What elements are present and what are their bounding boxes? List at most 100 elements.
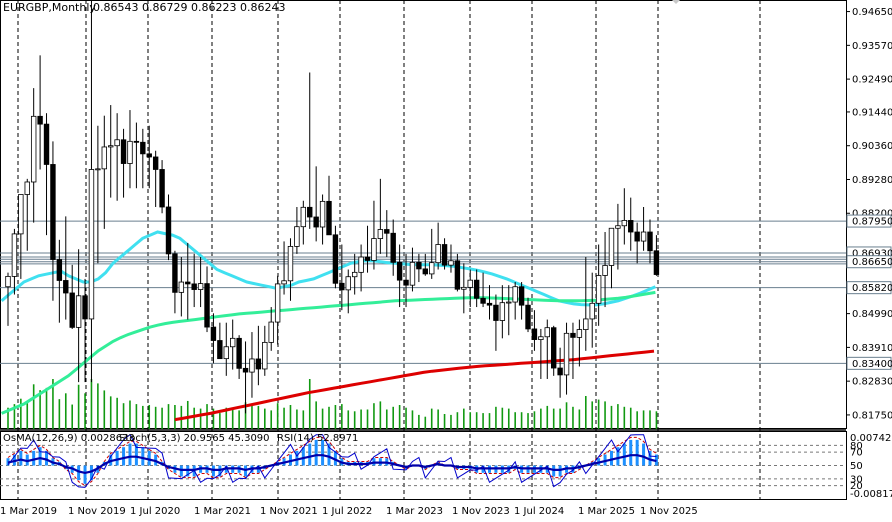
candle-body xyxy=(159,169,165,208)
candle-body xyxy=(262,341,268,370)
candle-body xyxy=(300,206,307,228)
main-pane-frame xyxy=(0,0,847,429)
level-label: 0.86650 xyxy=(852,257,892,268)
candle-body xyxy=(525,304,531,330)
candle-body xyxy=(249,358,255,373)
price-tick-label: 0.89280 xyxy=(852,175,892,186)
volume-bars xyxy=(7,379,658,429)
level-label: 0.83400 xyxy=(852,359,892,370)
candle-body xyxy=(473,279,480,299)
ma-fast-line xyxy=(0,230,656,307)
time-label: 1 Jul 2022 xyxy=(322,506,372,517)
candle-body xyxy=(152,156,159,170)
candle-body xyxy=(82,295,88,320)
candle-body xyxy=(506,301,512,304)
candle-body xyxy=(512,286,518,303)
candle-body xyxy=(69,292,75,328)
candle-body xyxy=(602,265,608,276)
time-label: 1 Mar 2019 xyxy=(0,506,57,517)
candle-body xyxy=(538,336,544,340)
candle-body xyxy=(409,261,416,286)
osc-level-label: 20 xyxy=(850,481,863,492)
rsi-line xyxy=(7,454,657,475)
price-tick-label: 0.90360 xyxy=(852,141,892,152)
price-tick-label: 0.91440 xyxy=(852,107,892,118)
time-label: 1 Jul 2024 xyxy=(514,506,564,517)
stoch-signal-line xyxy=(7,436,657,487)
level-label-box xyxy=(846,255,892,269)
candle-body xyxy=(358,256,364,273)
candle-body xyxy=(281,280,287,285)
time-axis: 1 Mar 2019 1 Nov 2019 1 Jul 2020 1 Mar 2021… xyxy=(0,506,698,517)
price-tick-label: 0.94650 xyxy=(852,7,892,18)
candle-body xyxy=(396,261,403,281)
candle-body xyxy=(531,328,538,340)
candle-body xyxy=(5,276,11,288)
candle-body xyxy=(313,216,319,228)
candle-body xyxy=(63,280,69,294)
candle-body xyxy=(364,256,371,261)
stoch-label: Stoch(5,3,3) 20.9565 45.3090 xyxy=(119,433,270,444)
candle-body xyxy=(563,332,570,376)
candle-body xyxy=(37,115,43,125)
price-axis: 0.94650 0.93570 0.92490 0.91440 0.90360 0.892… xyxy=(846,7,892,500)
chart-shift-marker[interactable] xyxy=(672,0,680,4)
candle-body xyxy=(120,139,127,164)
price-tick-label: 0.92490 xyxy=(852,75,892,86)
candle-body xyxy=(628,220,634,233)
candle-body xyxy=(204,283,210,328)
osc-level-label: 30 xyxy=(850,474,863,485)
candle-body xyxy=(223,346,229,360)
time-label: 1 Mar 2023 xyxy=(386,506,443,517)
candle-body xyxy=(371,238,377,261)
candle-body xyxy=(595,275,602,304)
candle-body xyxy=(621,220,628,227)
candle-body xyxy=(480,297,486,304)
candle-body xyxy=(24,181,30,195)
candle-body xyxy=(551,327,557,369)
candle-body xyxy=(197,283,204,290)
candle-body xyxy=(217,340,223,360)
candle-body xyxy=(441,244,448,266)
ma-mid-line xyxy=(1,290,656,415)
osc-level-label: 50 xyxy=(850,461,863,472)
candle-body xyxy=(570,332,576,338)
candle-body xyxy=(191,283,197,290)
candle-body xyxy=(429,262,435,275)
candle-body xyxy=(236,337,242,369)
candle-body xyxy=(416,261,422,270)
candle-body xyxy=(467,279,473,288)
candle-body xyxy=(640,231,647,242)
price-tick-label: 0.83910 xyxy=(852,343,892,354)
candle-body xyxy=(133,140,140,143)
candle-body xyxy=(127,140,133,164)
level-label-box xyxy=(846,281,892,295)
candle-body xyxy=(210,326,217,341)
candles xyxy=(5,0,660,414)
price-tick-label: 0.84990 xyxy=(852,309,892,320)
time-label: 1 Nov 2021 xyxy=(260,506,318,517)
candle-body xyxy=(255,358,262,370)
candle-body xyxy=(486,302,493,306)
candle-body xyxy=(229,337,236,348)
candle-body xyxy=(332,234,339,284)
candle-body xyxy=(351,271,358,278)
level-label: 0.85820 xyxy=(852,283,892,294)
time-label: 1 Nov 2019 xyxy=(68,506,126,517)
candle-body xyxy=(294,226,300,247)
level-label: 0.87950 xyxy=(852,217,892,228)
candle-body xyxy=(319,200,326,228)
level-label-box xyxy=(846,214,892,228)
candle-body xyxy=(653,250,660,275)
candle-body xyxy=(403,279,409,286)
candle-body xyxy=(242,367,249,373)
candle-body xyxy=(615,225,621,229)
symbol-title: EURGBP,Monthly xyxy=(3,1,96,14)
candle-body xyxy=(339,282,345,291)
candle-body xyxy=(544,327,550,338)
osma-min-label: -0.008173 xyxy=(850,489,892,500)
candle-body xyxy=(108,145,114,148)
level-label: 0.86930 xyxy=(852,248,892,259)
candle-body xyxy=(647,231,653,252)
